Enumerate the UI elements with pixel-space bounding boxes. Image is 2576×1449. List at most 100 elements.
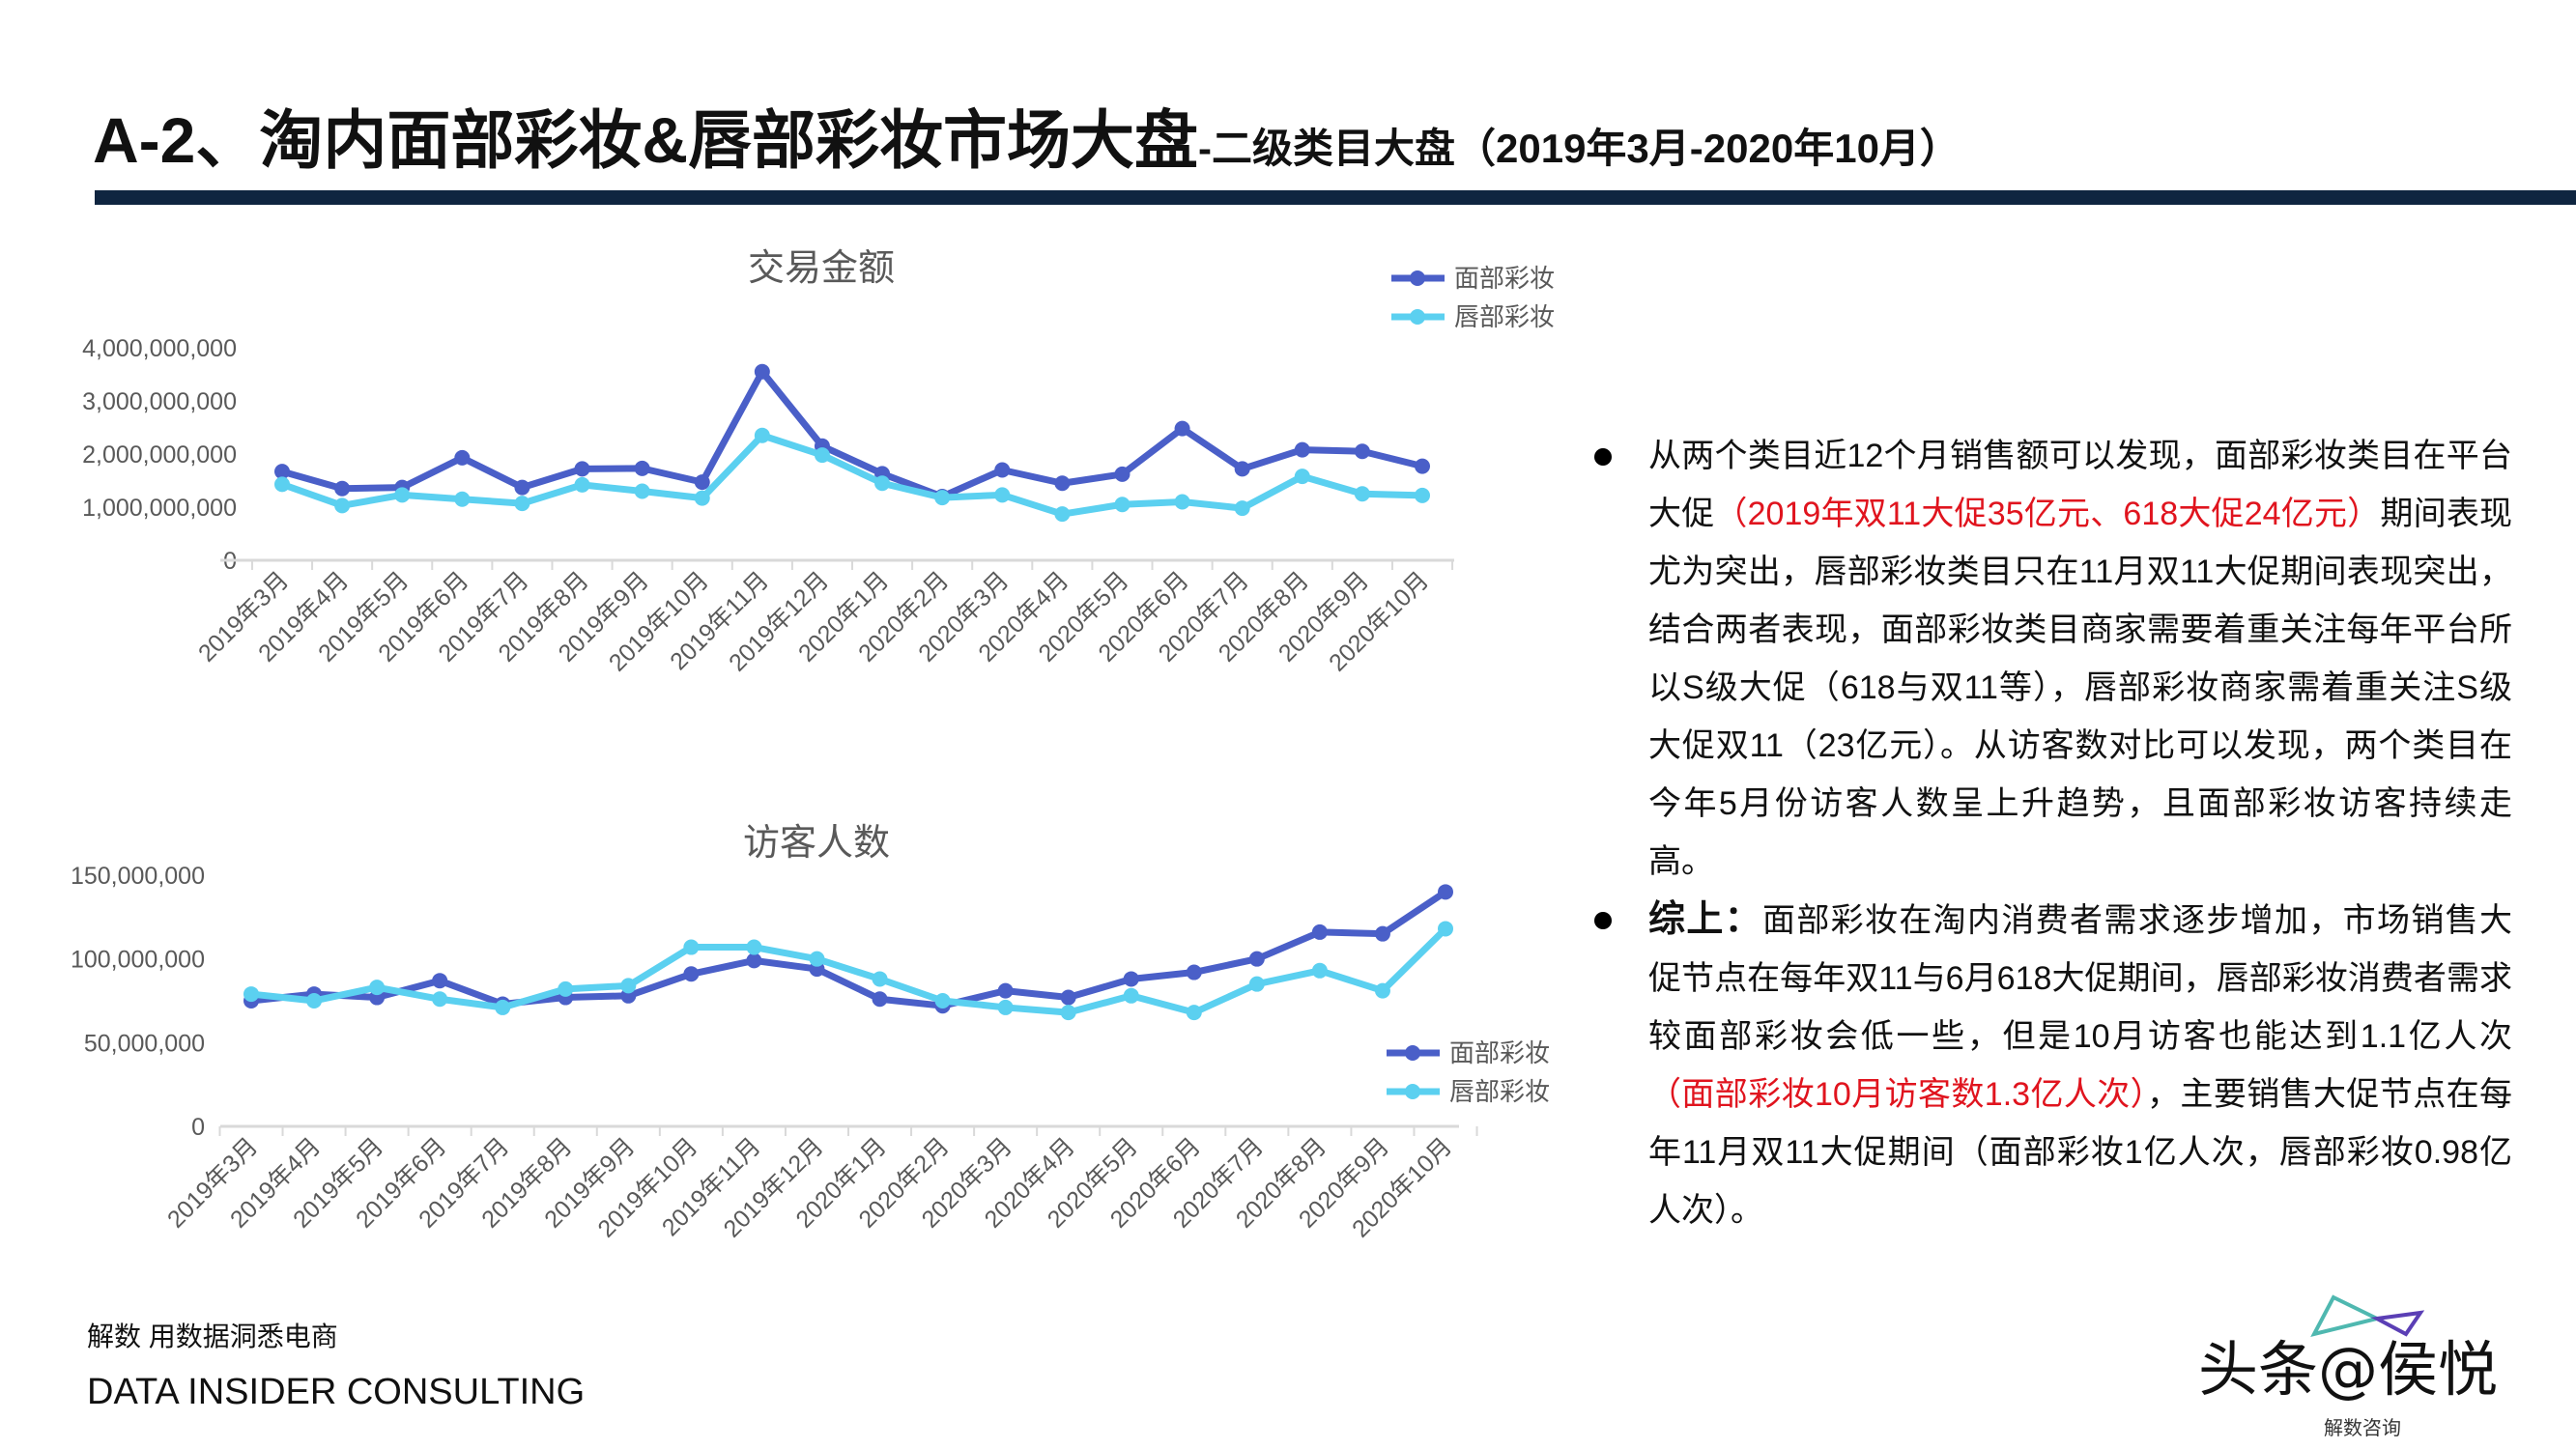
data-point (1438, 884, 1453, 900)
chart-title: 交易金额 (748, 246, 895, 289)
data-point (872, 991, 888, 1008)
data-point (634, 460, 650, 476)
data-point (620, 978, 637, 994)
note-bullet-2: 综上：面部彩妆在淘内消费者需求逐步增加，市场销售大促节点在每年双11与6月618… (1594, 891, 2512, 1239)
data-point (1354, 443, 1370, 460)
data-point (334, 497, 351, 514)
data-point (1374, 925, 1390, 942)
data-point (1054, 475, 1071, 492)
data-point (694, 474, 710, 491)
data-point (814, 447, 830, 464)
sales-amount-chart: 交易金额01,000,000,0002,000,000,0003,000,000… (82, 246, 1555, 677)
y-tick-label: 0 (191, 1114, 205, 1141)
data-point (1294, 469, 1310, 485)
data-point (495, 999, 511, 1015)
data-point (369, 980, 386, 996)
data-point (306, 993, 323, 1009)
data-point (694, 490, 710, 506)
data-point (1294, 441, 1310, 458)
note-text: ，主要销售大促节点在每年11月双11大促期间（面部彩妆1亿人次，唇部彩妆0.98… (1648, 1076, 2512, 1229)
data-point (934, 490, 951, 506)
watermark-text: 头条@侯悦 (2198, 1334, 2498, 1405)
data-point (1354, 486, 1370, 502)
page-title: A-2、淘内面部彩妆&唇部彩妆市场大盘-二级类目大盘（2019年3月-2020年… (93, 89, 1961, 182)
data-point (1234, 461, 1250, 477)
data-point (1123, 971, 1139, 987)
note-lead: 综上： (1648, 899, 1762, 940)
data-point (454, 491, 471, 507)
data-point (394, 487, 411, 503)
legend-label: 唇部彩妆 (1454, 303, 1555, 332)
note-highlight: （2019年双11大促35亿元、618大促24亿元） (1714, 496, 2381, 532)
data-point (1311, 962, 1328, 979)
data-point (746, 952, 762, 969)
y-tick-label: 2,000,000,000 (82, 441, 237, 469)
bullet-dot-icon (1594, 912, 1612, 929)
data-point (1174, 420, 1190, 437)
note-highlight: （面部彩妆10月访客数1.3亿人次） (1648, 1076, 2148, 1113)
data-point (514, 479, 530, 496)
data-point (754, 363, 770, 380)
y-tick-label: 3,000,000,000 (82, 388, 237, 415)
data-point (432, 991, 448, 1008)
chart-title: 访客人数 (743, 821, 890, 864)
analysis-notes: 从两个类目近12个月销售额可以发现，面部彩妆类目在平台大促（2019年双11大促… (1594, 427, 2512, 1239)
data-point (274, 476, 290, 493)
data-point (1123, 987, 1139, 1004)
footer-tagline: 解数 用数据洞悉电商 (87, 1321, 338, 1351)
data-point (454, 449, 471, 466)
data-point (1248, 976, 1265, 992)
note-bullet-1: 从两个类目近12个月销售额可以发现，面部彩妆类目在平台大促（2019年双11大促… (1594, 427, 2512, 891)
data-point (872, 971, 888, 987)
y-tick-label: 50,000,000 (84, 1030, 205, 1057)
legend-label: 唇部彩妆 (1449, 1078, 1550, 1107)
logo-triangle-icon (2370, 1310, 2425, 1337)
legend-marker-icon (1410, 309, 1425, 325)
series-line-1 (280, 432, 1423, 518)
page-title-sub: -二级类目大盘（2019年3月-2020年10月） (1198, 126, 1961, 171)
data-point (994, 487, 1011, 503)
data-point (558, 980, 574, 997)
page-title-main: A-2、淘内面部彩妆&唇部彩妆市场大盘 (93, 104, 1199, 176)
data-point (746, 939, 762, 955)
logo-caption: 解数咨询 (2324, 1416, 2401, 1439)
data-point (1374, 982, 1390, 999)
data-point (1186, 1005, 1202, 1021)
note-text: 面部彩妆在淘内消费者需求逐步增加，市场销售大促节点在每年双11与6月618大促期… (1648, 902, 2512, 1055)
data-point (1060, 989, 1076, 1006)
data-point (1114, 466, 1131, 482)
legend-marker-icon (1410, 270, 1425, 286)
data-point (574, 476, 590, 493)
series-line-0 (250, 889, 1447, 1009)
footer-company: DATA INSIDER CONSULTING (87, 1372, 586, 1412)
series-line-0 (281, 368, 1423, 500)
data-point (1060, 1005, 1076, 1021)
data-point (997, 982, 1014, 999)
data-point (1234, 500, 1250, 517)
y-tick-label: 100,000,000 (71, 947, 205, 974)
data-point (1311, 923, 1328, 940)
y-tick-label: 150,000,000 (71, 863, 205, 890)
data-point (274, 464, 290, 480)
data-point (997, 999, 1014, 1015)
data-point (874, 475, 891, 492)
y-tick-label: 4,000,000,000 (82, 335, 237, 362)
data-point (574, 461, 590, 477)
title-divider (95, 190, 2576, 205)
data-point (754, 427, 770, 443)
data-point (514, 496, 530, 512)
data-point (1248, 951, 1265, 967)
logo-triangle-icon (2310, 1294, 2383, 1338)
visitors-chart: 访客人数050,000,000100,000,000150,000,000201… (71, 821, 1550, 1243)
data-point (1186, 964, 1202, 980)
data-point (634, 483, 650, 499)
legend-label: 面部彩妆 (1449, 1039, 1550, 1068)
y-tick-label: 1,000,000,000 (82, 495, 237, 522)
data-point (994, 462, 1011, 478)
note-text: 期间表现尤为突出，唇部彩妆类目只在11月双11大促期间表现突出，结合两者表现，面… (1648, 496, 2513, 880)
data-point (1438, 921, 1453, 937)
data-point (1114, 497, 1131, 513)
data-point (934, 993, 951, 1009)
note-text: 从两个类目近12个月销售额可以发现，面部彩妆类目在平台大促 (1648, 438, 2512, 532)
legend-label: 面部彩妆 (1454, 265, 1555, 294)
